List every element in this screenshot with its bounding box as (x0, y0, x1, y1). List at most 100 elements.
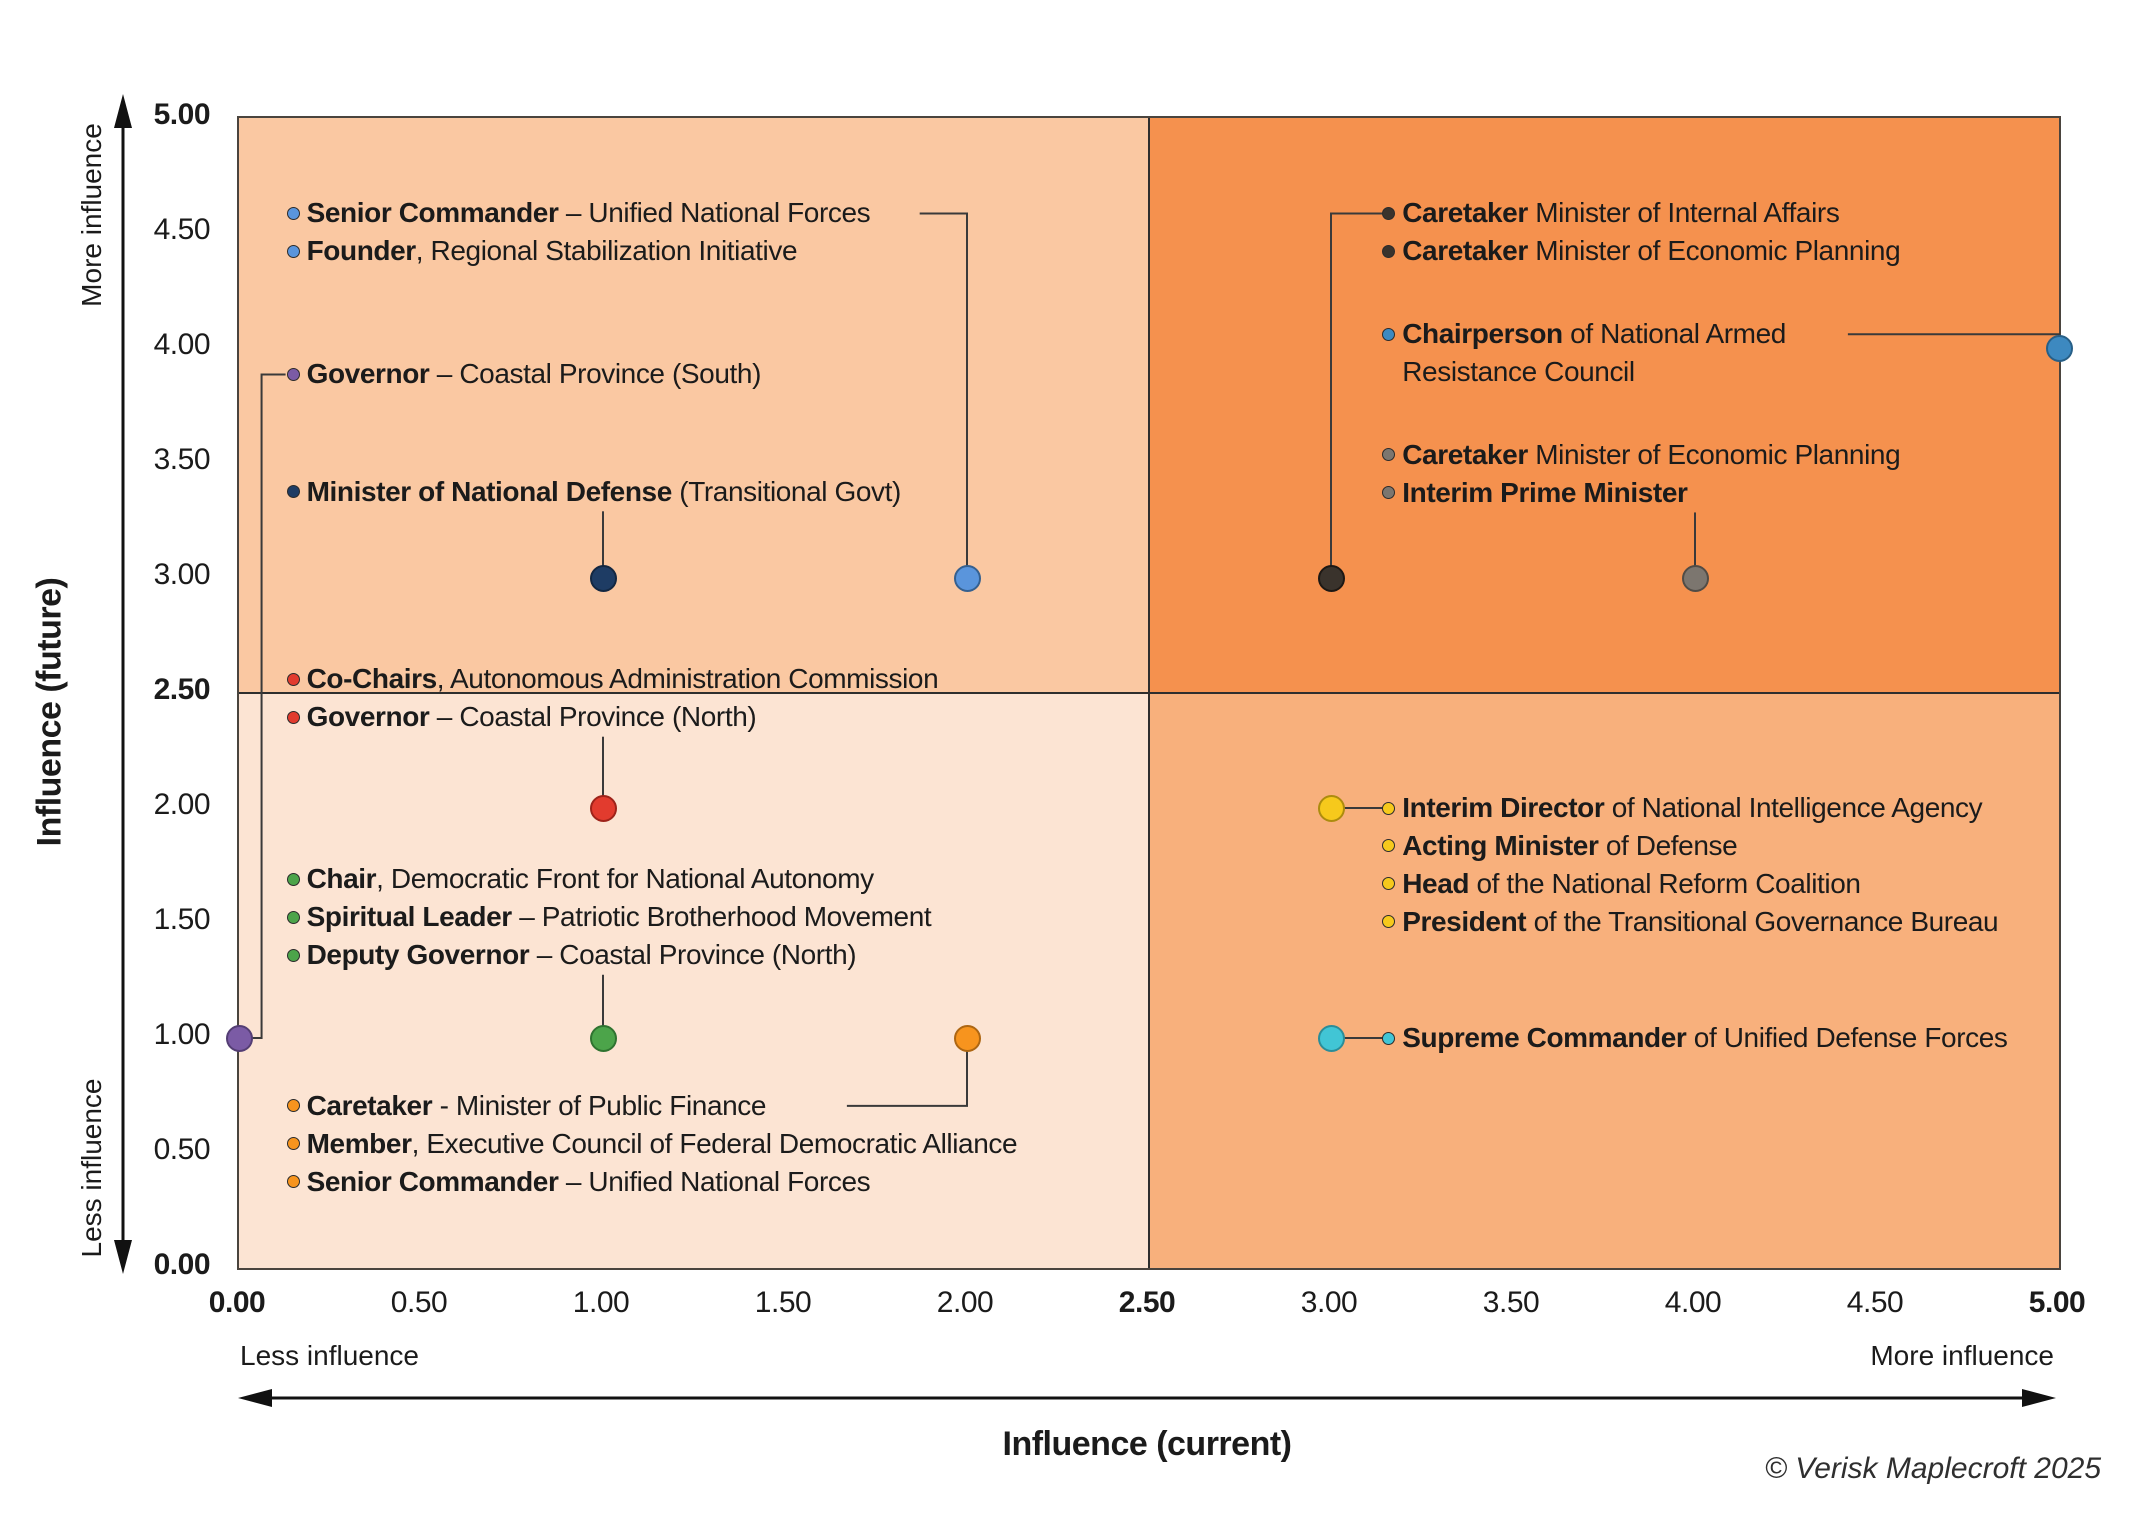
chair-spiritual-deputy-bullet-icon (286, 948, 300, 962)
x-tick-1.50: 1.50 (754, 1286, 812, 1319)
y-axis-title: Influence (future) (30, 577, 69, 847)
chair-spiritual-deputy-bullet-icon (286, 910, 300, 924)
label-text: Supreme Commander of Unified Defense For… (1402, 1022, 2008, 1053)
chair-spiritual-deputy-bullet-icon (286, 872, 300, 886)
x-tick-1.00: 1.00 (572, 1286, 630, 1319)
chairperson-resistance-council-label-line-1: Resistance Council (1382, 353, 1635, 391)
data-labels: Senior Commander – Unified National Forc… (239, 118, 2059, 1268)
x-axis-arrow-left-head (238, 1389, 272, 1407)
x-tick-4.50: 4.50 (1846, 1286, 1904, 1319)
senior-commander-founder-connector (919, 212, 968, 578)
label-text: Caretaker - Minister of Public Finance (306, 1089, 767, 1121)
label-text: Caretaker Minister of Economic Planning (1402, 438, 1901, 470)
caretaker-internal-economic-point (1317, 564, 1345, 592)
chairperson-resistance-council-bullet-icon (1382, 327, 1396, 341)
co-chairs-governor-north-bullet-icon (286, 672, 300, 686)
y-tick-2.00: 2.00 (153, 788, 211, 821)
governor-south-point (225, 1024, 253, 1052)
caretaker-internal-economic-bullet-icon (1382, 206, 1396, 220)
y-axis-less-influence-label: Less influence (76, 1078, 107, 1258)
y-tick-1.00: 1.00 (153, 1018, 211, 1051)
x-tick-3.50: 3.50 (1482, 1286, 1540, 1319)
label-text: Governor – Coastal Province (South) (306, 358, 762, 390)
caretaker-finance-member-commander-bullet-icon (286, 1099, 300, 1113)
caretaker-finance-member-commander-bullet-icon (286, 1137, 300, 1151)
y-tick-0.50: 0.50 (153, 1133, 211, 1166)
supreme-commander-bullet-icon (1382, 1031, 1396, 1045)
interim-director-cluster-label-line-1: Acting Minister of Defense (1382, 827, 1738, 865)
quadrant-top-right (1149, 118, 2059, 693)
co-chairs-governor-north-label-line-1: Governor – Coastal Province (North) (286, 698, 757, 736)
quadrant-backgrounds (239, 118, 2059, 1268)
interim-director-cluster-label-line-3: President of the Transitional Governance… (1382, 903, 1999, 941)
chairperson-resistance-council-point (2045, 334, 2073, 362)
quadrant-divider-horizontal (239, 692, 2059, 694)
senior-commander-founder-label-line-1: Founder, Regional Stabilization Initiati… (286, 232, 798, 270)
x-axis-arrow-right-head (2022, 1389, 2056, 1407)
label-text: Caretaker Minister of Economic Planning (1402, 235, 1901, 267)
x-tick-4.00: 4.00 (1664, 1286, 1722, 1319)
label-text: Interim Prime Minister (1402, 476, 1688, 508)
x-axis-more-influence-label: More influence (1870, 1340, 2054, 1371)
label-text: Chair, Democratic Front for National Aut… (306, 863, 875, 895)
interim-director-cluster-label-line-2: Head of the National Reform Coalition (1382, 865, 1861, 903)
y-tick-4.00: 4.00 (153, 328, 211, 361)
interim-director-cluster-bullet-icon (1382, 915, 1396, 929)
interim-director-cluster-bullet-icon (1382, 877, 1396, 891)
supreme-commander-point (1317, 1024, 1345, 1052)
label-text: Caretaker Minister of Internal Affairs (1402, 197, 1840, 229)
x-tick-2.00: 2.00 (936, 1286, 994, 1319)
co-chairs-governor-north-bullet-icon (286, 710, 300, 724)
label-text: Chairperson of National Armed (1402, 318, 1786, 350)
chairperson-resistance-council-label-line-0: Chairperson of National Armed (1382, 315, 1786, 353)
label-text: Head of the National Reform Coalition (1402, 867, 1861, 899)
caretaker-economic-interim-pm-label-line-1: Interim Prime Minister (1382, 474, 1688, 512)
x-tick-5.00: 5.00 (2028, 1286, 2086, 1319)
chair-spiritual-deputy-label-line-0: Chair, Democratic Front for National Aut… (286, 860, 875, 898)
caretaker-economic-interim-pm-label-line-0: Caretaker Minister of Economic Planning (1382, 436, 1901, 474)
governor-south-label-line-0: Governor – Coastal Province (South) (286, 355, 762, 393)
chair-spiritual-deputy-label-line-1: Spiritual Leader – Patriotic Brotherhood… (286, 898, 932, 936)
quadrant-bottom-right (1149, 693, 2059, 1268)
minister-national-defense-label-line-0: Minister of National Defense (Transition… (286, 473, 902, 511)
label-text: Resistance Council (1402, 356, 1635, 388)
caretaker-economic-interim-pm-point (1681, 564, 1709, 592)
label-text: Deputy Governor – Coastal Province (Nort… (306, 939, 857, 971)
y-tick-4.50: 4.50 (153, 213, 211, 246)
chair-spiritual-deputy-point (589, 1024, 617, 1052)
x-axis-title: Influence (current) (1002, 1425, 1292, 1463)
caretaker-finance-member-commander-point (953, 1024, 981, 1052)
label-text: Member, Executive Council of Federal Dem… (306, 1127, 1018, 1159)
y-tick-2.50: 2.50 (153, 673, 211, 706)
interim-director-cluster-label-line-0: Interim Director of National Intelligenc… (1382, 789, 1983, 827)
label-text: President of the Transitional Governance… (1402, 905, 1999, 937)
label-text: Acting Minister of Defense (1402, 829, 1738, 861)
copyright-notice: © Verisk Maplecroft 2025 (1764, 1452, 2101, 1485)
interim-director-cluster-point (1317, 794, 1345, 822)
chair-spiritual-deputy-label-line-2: Deputy Governor – Coastal Province (Nort… (286, 936, 857, 974)
y-tick-3.00: 3.00 (153, 558, 211, 591)
x-tick-3.00: 3.00 (1300, 1286, 1358, 1319)
senior-commander-founder-bullet-icon (286, 206, 300, 220)
senior-commander-founder-point (953, 564, 981, 592)
x-tick-0.50: 0.50 (390, 1286, 448, 1319)
label-text: Senior Commander – Unified National Forc… (306, 197, 871, 229)
senior-commander-founder-bullet-icon (286, 244, 300, 258)
caretaker-finance-member-commander-label-line-0: Caretaker - Minister of Public Finance (286, 1087, 767, 1125)
x-tick-0.00: 0.00 (208, 1286, 266, 1319)
label-text: Interim Director of National Intelligenc… (1402, 792, 1983, 823)
co-chairs-governor-north-label-line-0: Co-Chairs, Autonomous Administration Com… (286, 660, 939, 698)
caretaker-internal-economic-bullet-icon (1382, 244, 1396, 258)
y-tick-3.50: 3.50 (153, 443, 211, 476)
minister-national-defense-bullet-icon (286, 485, 300, 499)
y-tick-0.00: 0.00 (153, 1248, 211, 1281)
label-text: Co-Chairs, Autonomous Administration Com… (306, 663, 939, 695)
co-chairs-governor-north-point (589, 794, 617, 822)
caretaker-internal-economic-connector (1330, 212, 1383, 578)
label-text: Minister of National Defense (Transition… (306, 475, 902, 507)
caretaker-internal-economic-label-line-0: Caretaker Minister of Internal Affairs (1382, 194, 1840, 232)
label-text: Founder, Regional Stabilization Initiati… (306, 235, 798, 267)
caretaker-economic-interim-pm-bullet-icon (1382, 486, 1396, 500)
caretaker-finance-member-commander-label-line-1: Member, Executive Council of Federal Dem… (286, 1125, 1018, 1163)
